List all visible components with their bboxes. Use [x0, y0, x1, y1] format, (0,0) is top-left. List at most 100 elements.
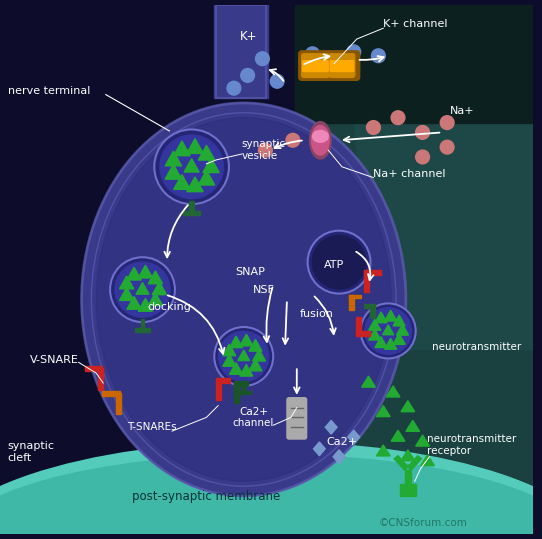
- Polygon shape: [385, 310, 397, 321]
- Polygon shape: [165, 151, 182, 166]
- Bar: [214, 5, 268, 98]
- Circle shape: [416, 150, 429, 164]
- Bar: [242, 383, 246, 394]
- Text: SNAP: SNAP: [236, 267, 266, 277]
- Polygon shape: [152, 282, 166, 295]
- Circle shape: [416, 126, 429, 139]
- Circle shape: [440, 116, 454, 129]
- Text: post-synaptic membrane: post-synaptic membrane: [132, 489, 281, 502]
- FancyBboxPatch shape: [299, 51, 360, 80]
- Polygon shape: [401, 400, 415, 412]
- FancyBboxPatch shape: [330, 61, 354, 72]
- Polygon shape: [253, 349, 266, 361]
- Circle shape: [270, 74, 284, 88]
- Ellipse shape: [312, 126, 329, 155]
- Circle shape: [365, 308, 411, 354]
- Bar: [349, 294, 354, 310]
- Circle shape: [110, 257, 175, 322]
- Polygon shape: [127, 296, 141, 309]
- Bar: [216, 380, 221, 400]
- Circle shape: [227, 81, 241, 95]
- Bar: [216, 378, 230, 383]
- Text: docking: docking: [147, 302, 191, 312]
- Ellipse shape: [313, 130, 328, 142]
- Polygon shape: [406, 420, 420, 431]
- Polygon shape: [313, 442, 325, 456]
- Text: ©CNSforum.com: ©CNSforum.com: [378, 517, 467, 528]
- Polygon shape: [187, 139, 203, 154]
- Circle shape: [308, 231, 371, 294]
- Text: NSF: NSF: [253, 285, 274, 295]
- Bar: [116, 393, 121, 414]
- Bar: [189, 201, 194, 216]
- Circle shape: [347, 45, 360, 59]
- Polygon shape: [393, 315, 405, 326]
- Polygon shape: [295, 5, 533, 122]
- Bar: [140, 319, 145, 331]
- Polygon shape: [240, 364, 253, 376]
- Ellipse shape: [0, 455, 542, 539]
- Text: neurotransmitter
receptor: neurotransmitter receptor: [428, 434, 517, 455]
- Polygon shape: [376, 445, 390, 456]
- Polygon shape: [375, 337, 387, 348]
- Polygon shape: [375, 312, 387, 323]
- Ellipse shape: [96, 118, 391, 481]
- Bar: [371, 305, 376, 318]
- Polygon shape: [138, 299, 152, 311]
- Circle shape: [218, 331, 269, 382]
- Bar: [134, 328, 143, 331]
- Text: K+: K+: [240, 30, 257, 43]
- Circle shape: [371, 49, 385, 63]
- Circle shape: [259, 143, 272, 157]
- Polygon shape: [305, 5, 533, 534]
- Text: Ca2+
channel: Ca2+ channel: [233, 406, 274, 428]
- Text: Na+: Na+: [450, 106, 475, 116]
- Polygon shape: [249, 359, 262, 371]
- Bar: [216, 5, 266, 98]
- Polygon shape: [383, 325, 393, 335]
- Text: V-SNARE: V-SNARE: [29, 355, 79, 365]
- Polygon shape: [223, 344, 236, 356]
- Ellipse shape: [309, 122, 331, 159]
- Polygon shape: [348, 430, 360, 444]
- Polygon shape: [203, 158, 220, 172]
- Text: ATP: ATP: [324, 260, 344, 270]
- Polygon shape: [391, 430, 405, 441]
- Circle shape: [241, 68, 255, 82]
- Polygon shape: [230, 336, 242, 348]
- Bar: [192, 211, 201, 216]
- Polygon shape: [187, 177, 203, 192]
- Text: synaptic
vesicle: synaptic vesicle: [242, 139, 286, 161]
- Circle shape: [214, 327, 273, 386]
- Bar: [237, 391, 244, 394]
- Bar: [85, 367, 102, 371]
- Polygon shape: [369, 320, 381, 330]
- Polygon shape: [238, 350, 250, 361]
- Polygon shape: [173, 175, 190, 189]
- Polygon shape: [249, 340, 262, 351]
- Polygon shape: [165, 164, 182, 179]
- Polygon shape: [401, 450, 415, 461]
- FancyBboxPatch shape: [302, 61, 328, 72]
- Polygon shape: [136, 282, 149, 294]
- Bar: [364, 270, 382, 275]
- Polygon shape: [344, 5, 533, 349]
- Bar: [356, 317, 360, 335]
- Polygon shape: [386, 386, 400, 397]
- Circle shape: [255, 52, 269, 66]
- Polygon shape: [120, 288, 134, 300]
- Bar: [234, 381, 248, 386]
- Text: T-SNAREs: T-SNAREs: [127, 422, 177, 432]
- Ellipse shape: [0, 442, 542, 539]
- Polygon shape: [333, 450, 345, 464]
- Bar: [364, 270, 369, 292]
- Bar: [183, 211, 192, 216]
- Circle shape: [360, 303, 416, 358]
- Polygon shape: [184, 158, 199, 172]
- Polygon shape: [408, 456, 422, 471]
- Polygon shape: [223, 355, 236, 367]
- Bar: [244, 391, 250, 394]
- Circle shape: [154, 129, 229, 204]
- Polygon shape: [120, 276, 134, 289]
- Polygon shape: [149, 271, 163, 284]
